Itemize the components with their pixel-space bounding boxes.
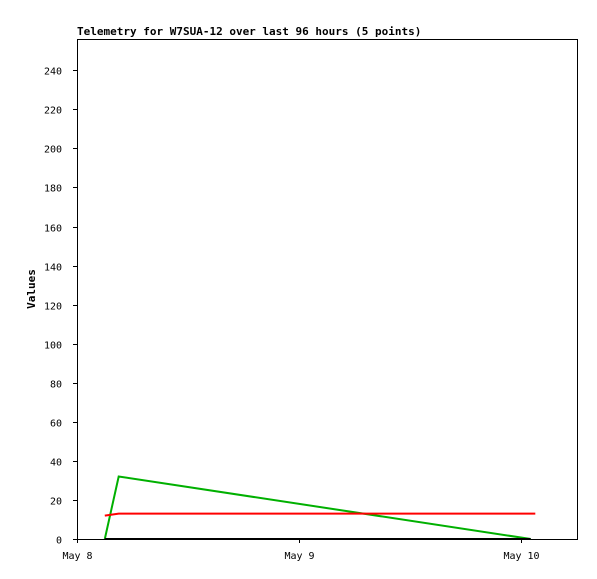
y-tick-label: 0: [56, 536, 62, 547]
y-tick-label: 160: [44, 224, 62, 235]
y-tick-label: 100: [44, 341, 62, 352]
y-tick-label: 180: [44, 184, 62, 195]
y-tick-label: 220: [44, 106, 62, 117]
y-tick-label: 80: [50, 380, 62, 391]
y-axis-label: Values: [25, 269, 38, 309]
series-line-1: [103, 475, 531, 540]
y-tick-label: 20: [50, 497, 62, 508]
chart-title: Telemetry for W7SUA-12 over last 96 hour…: [77, 25, 421, 38]
x-tick-label: May 9: [284, 551, 314, 562]
y-tick-label: 120: [44, 302, 62, 313]
y-tick-label: 200: [44, 145, 62, 156]
x-tick-label: May 8: [62, 551, 92, 562]
y-tick-label: 140: [44, 263, 62, 274]
y-tick-label: 40: [50, 458, 62, 469]
y-axis-ticks: 0 20 40 60 80 100 120 140 160 180 200 220 240: [44, 67, 77, 547]
series-layer: [103, 475, 536, 540]
y-tick-label: 60: [50, 419, 62, 430]
series-line-2: [104, 512, 536, 517]
x-tick-label: May 10: [503, 551, 539, 562]
y-tick-label: 240: [44, 67, 62, 78]
